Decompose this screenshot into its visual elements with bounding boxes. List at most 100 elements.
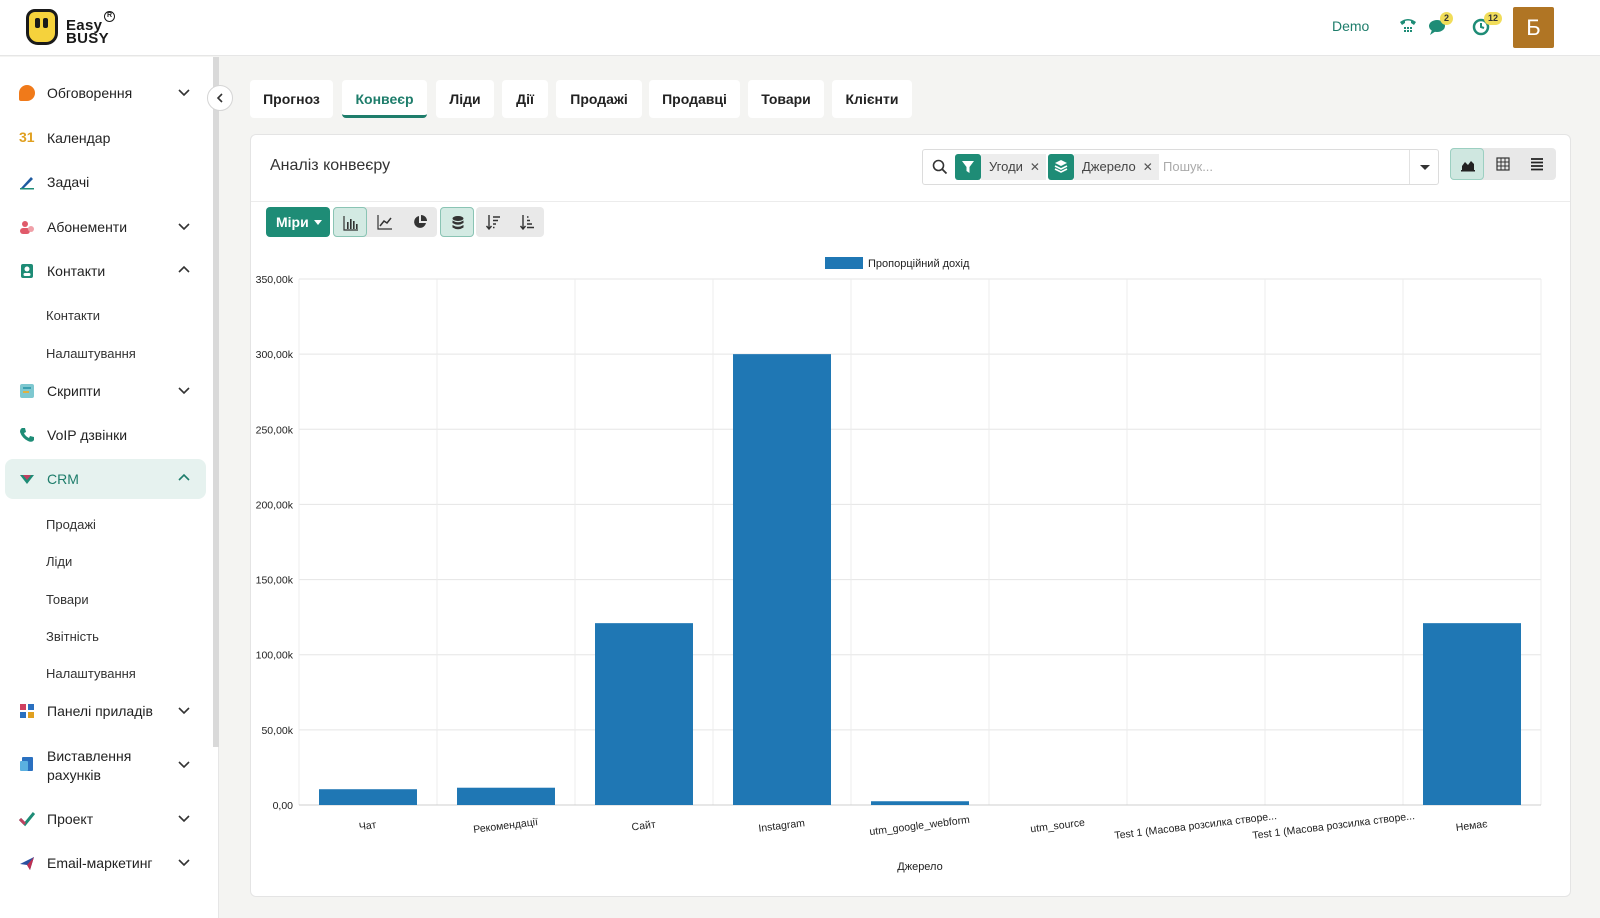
x-tick-label: utm_google_webform bbox=[869, 814, 971, 838]
bar bbox=[319, 789, 417, 805]
y-tick-label: 200,00k bbox=[256, 499, 294, 511]
logo-mark-icon bbox=[26, 9, 58, 45]
chart-type-group bbox=[333, 207, 437, 237]
sort-ascending-icon bbox=[519, 215, 534, 230]
y-tick-label: 0,00 bbox=[273, 800, 294, 812]
list-view-button[interactable] bbox=[1520, 148, 1554, 180]
chevron-down-icon[interactable] bbox=[176, 84, 192, 100]
search-bar[interactable]: Угоди ✕ Джерело ✕ Пошук... bbox=[922, 149, 1439, 185]
area-chart-icon bbox=[1461, 161, 1475, 172]
search-options-dropdown[interactable] bbox=[1409, 150, 1439, 184]
tab-salespeople[interactable]: Продавці bbox=[649, 80, 740, 118]
tab-products[interactable]: Товари bbox=[748, 80, 824, 118]
sidebar-subitem-contacts-settings[interactable]: Налаштування bbox=[46, 346, 136, 361]
sidebar-item-crm[interactable]: CRM bbox=[5, 459, 206, 499]
company-switcher[interactable]: Demo bbox=[1332, 18, 1370, 34]
chevron-down-icon[interactable] bbox=[176, 218, 192, 234]
sidebar-scrollbar[interactable] bbox=[213, 57, 219, 747]
sidebar-subitem-reporting[interactable]: Звітність bbox=[46, 629, 99, 644]
tab-leads[interactable]: Ліди bbox=[436, 80, 494, 118]
stacked-button[interactable] bbox=[440, 207, 474, 237]
sidebar-item-label: Абонементи bbox=[47, 219, 128, 235]
sidebar-item-contacts[interactable]: Контакти bbox=[5, 251, 206, 291]
database-stack-icon bbox=[452, 216, 464, 230]
chevron-down-icon[interactable] bbox=[176, 756, 192, 772]
sidebar-item-invoicing[interactable]: Виставлення рахунків bbox=[5, 736, 206, 796]
sort-descending-button[interactable] bbox=[476, 207, 510, 237]
search-input[interactable]: Пошук... bbox=[1163, 159, 1214, 174]
sidebar-item-dashboards[interactable]: Панелі приладів bbox=[5, 691, 206, 731]
dashboard-icon bbox=[20, 704, 34, 718]
sidebar-subitem-crm-settings[interactable]: Налаштування bbox=[46, 666, 136, 681]
tab-customers[interactable]: Клієнти bbox=[832, 80, 912, 118]
search-icon bbox=[932, 159, 948, 175]
chevron-up-icon[interactable] bbox=[176, 262, 192, 278]
user-avatar[interactable]: Б bbox=[1513, 7, 1554, 48]
panel-divider bbox=[251, 201, 1570, 202]
remove-group-by-icon[interactable]: ✕ bbox=[1142, 160, 1153, 174]
y-tick-label: 100,00k bbox=[256, 650, 294, 662]
chevron-down-icon[interactable] bbox=[176, 854, 192, 870]
messages-icon[interactable]: 2 bbox=[1428, 12, 1454, 38]
sidebar-item-label: Задачі bbox=[47, 174, 90, 190]
stacked-toggle-group bbox=[440, 207, 474, 237]
chevron-down-icon[interactable] bbox=[176, 702, 192, 718]
x-tick-label: utm_source bbox=[1030, 817, 1086, 836]
filter-facet[interactable]: Угоди ✕ bbox=[981, 154, 1046, 180]
y-tick-label: 50,00k bbox=[261, 725, 293, 737]
sidebar-item-email-marketing[interactable]: Email-маркетинг bbox=[5, 843, 206, 883]
graph-view-button[interactable] bbox=[1450, 148, 1484, 180]
bar-chart-button[interactable] bbox=[333, 207, 367, 237]
sidebar-item-label: Проект bbox=[47, 811, 94, 827]
invoice-icon bbox=[20, 757, 33, 771]
sidebar-item-project[interactable]: Проект bbox=[5, 799, 206, 839]
legend-label: Пропорційний дохід bbox=[868, 258, 970, 270]
sidebar-item-label: VoIP дзвінки bbox=[47, 427, 128, 443]
group-by-icon bbox=[1048, 154, 1074, 180]
collapse-sidebar-button[interactable] bbox=[207, 85, 233, 111]
remove-filter-icon[interactable]: ✕ bbox=[1029, 160, 1040, 174]
group-by-facet[interactable]: Джерело ✕ bbox=[1074, 154, 1159, 180]
tab-pipeline[interactable]: Конвеєр bbox=[342, 80, 427, 118]
sidebar-item-calendar[interactable]: 31 Календар bbox=[5, 118, 206, 158]
pipeline-analysis-panel: Аналіз конвеєру Угоди ✕ Джерело ✕ Пошук...… bbox=[250, 134, 1571, 897]
calendar-icon: 31 bbox=[19, 129, 35, 145]
sidebar-subitem-contacts[interactable]: Контакти bbox=[46, 308, 101, 323]
voip-phone-icon[interactable] bbox=[1398, 16, 1420, 38]
sidebar-item-discussions[interactable]: Обговорення bbox=[5, 73, 206, 113]
sidebar-item-subscriptions[interactable]: Абонементи bbox=[5, 207, 206, 247]
sidebar-item-tasks[interactable]: Задачі bbox=[5, 162, 206, 202]
chevron-down-icon[interactable] bbox=[176, 382, 192, 398]
x-tick-label: Instagram bbox=[758, 817, 806, 835]
sidebar-item-scripts[interactable]: Скрипти bbox=[5, 371, 206, 411]
activities-clock-icon[interactable]: 12 bbox=[1472, 12, 1503, 38]
x-tick-label: Чат bbox=[358, 819, 377, 833]
registered-mark: R bbox=[104, 11, 115, 22]
sidebar-subitem-products[interactable]: Товари bbox=[46, 592, 89, 607]
bar bbox=[595, 623, 693, 805]
tab-sales[interactable]: Продажі bbox=[556, 80, 642, 118]
chevron-down-icon[interactable] bbox=[176, 810, 192, 826]
pie-chart-button[interactable] bbox=[403, 207, 437, 237]
app-logo[interactable]: Easy BUSY R bbox=[26, 9, 126, 47]
bar bbox=[733, 354, 831, 805]
chat-bubble-icon bbox=[19, 85, 35, 101]
crm-icon bbox=[20, 475, 34, 484]
tab-activities[interactable]: Дії bbox=[502, 80, 548, 118]
tab-forecast[interactable]: Прогноз bbox=[250, 80, 333, 118]
messages-badge: 2 bbox=[1440, 12, 1454, 25]
sidebar-item-voip[interactable]: VoIP дзвінки bbox=[5, 415, 206, 455]
line-chart-button[interactable] bbox=[368, 207, 402, 237]
sidebar-item-label: CRM bbox=[47, 471, 79, 487]
sidebar-subitem-sales[interactable]: Продажі bbox=[46, 517, 96, 532]
y-tick-label: 250,00k bbox=[256, 424, 294, 436]
filter-facet-label: Угоди bbox=[989, 159, 1023, 174]
filter-icon bbox=[955, 154, 981, 180]
chevron-up-icon[interactable] bbox=[176, 470, 192, 486]
group-by-facet-label: Джерело bbox=[1082, 159, 1136, 174]
sidebar-subitem-leads[interactable]: Ліди bbox=[46, 554, 73, 569]
legend-swatch bbox=[825, 257, 863, 269]
pivot-view-button[interactable] bbox=[1486, 148, 1520, 180]
measures-button[interactable]: Міри bbox=[266, 207, 330, 237]
sort-ascending-button[interactable] bbox=[510, 207, 544, 237]
